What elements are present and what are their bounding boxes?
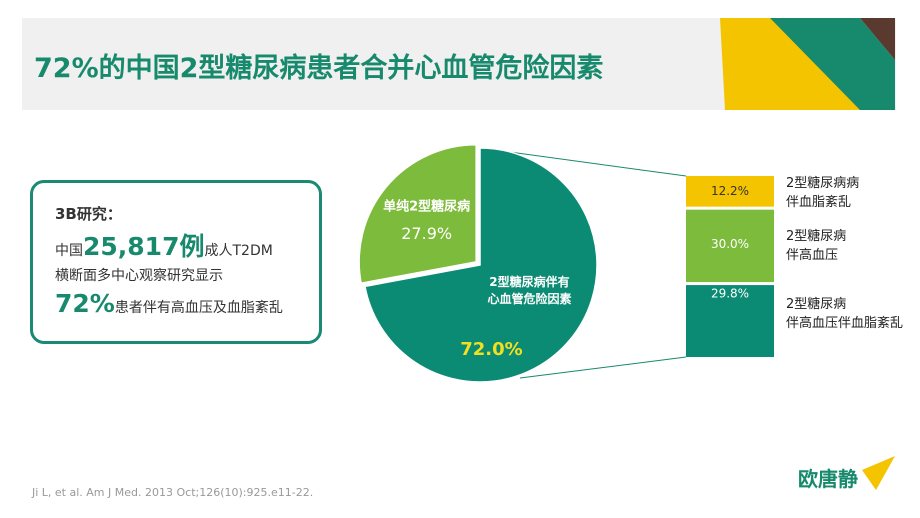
text: 中国	[55, 243, 83, 259]
value-label: 30.0%	[711, 237, 749, 251]
decor	[770, 18, 895, 110]
bar-segment	[686, 209, 774, 283]
text: 成人T2DM	[204, 243, 273, 259]
legend-label: 2型糖尿病 伴高血压伴血脂紊乱	[786, 297, 904, 332]
charts: 72.0% 27.9% 29.8% 30.0% 12.2%	[358, 144, 774, 383]
value-label: 72.0%	[460, 339, 522, 360]
callout-line: 72%患者伴有高血压及血脂紊乱	[55, 289, 283, 318]
slice-label: 单纯2型糖尿病	[383, 199, 471, 215]
highlight: 72%	[55, 289, 115, 318]
legend-label: 2型糖尿病病 伴血脂紊乱	[786, 176, 860, 211]
citation: Ji L, et al. Am J Med. 2013 Oct;126(10):…	[31, 486, 313, 499]
value-label: 27.9%	[401, 224, 452, 243]
slice-label: 2型糖尿病伴有 心血管危险因素	[487, 275, 572, 307]
brand: 欧唐静	[798, 467, 858, 491]
callout: 3B研究： 中国25,817例成人T2DM 横断面多中心观察研究显示 72%患者…	[30, 180, 322, 344]
callout-line: 横断面多中心观察研究显示	[55, 268, 223, 284]
pie-slice	[364, 147, 598, 383]
bar-segment	[686, 176, 774, 207]
decor	[860, 18, 895, 60]
callout-heading: 3B研究：	[55, 205, 122, 223]
bar-segment	[686, 285, 774, 357]
brand-icon	[862, 456, 895, 490]
value-label: 12.2%	[711, 184, 749, 198]
callout-line: 中国25,817例成人T2DM	[55, 227, 273, 263]
highlight: 25,817例	[83, 232, 205, 261]
pie-slice	[358, 144, 477, 285]
legend-label: 2型糖尿病 伴高血压	[786, 229, 847, 264]
value-label: 29.8%	[711, 287, 749, 301]
text: 患者伴有高血压及血脂紊乱	[114, 300, 283, 316]
connector	[519, 356, 687, 379]
title: 72%的中国2型糖尿病患者合并心血管危险因素	[34, 53, 604, 84]
